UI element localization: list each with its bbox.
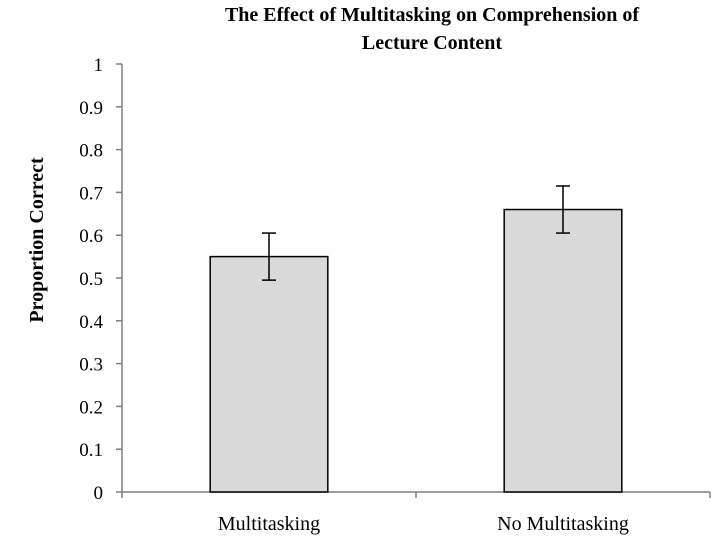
- y-tick-label: 0.6: [79, 226, 103, 247]
- y-tick-label: 0.2: [79, 397, 103, 418]
- y-tick-label: 0.4: [79, 312, 103, 333]
- y-tick-label: 0.5: [79, 269, 103, 290]
- y-tick-label: 0.1: [79, 440, 103, 461]
- y-axis-label: Proportion Correct: [26, 157, 48, 323]
- plot-area: 0 0.1 0.2 0.3 0.4 0.5 0.6 0.7 0.8 0.9 1 Multitaskin…: [79, 55, 711, 535]
- bar: [209, 255, 329, 493]
- bar: [503, 208, 623, 493]
- y-tick-label: 0.9: [79, 98, 103, 119]
- x-category-label: Multitasking: [218, 513, 320, 535]
- x-category-label: No Multitasking: [497, 513, 629, 535]
- y-tick-label: 1: [94, 55, 104, 76]
- y-tick-label: 0: [94, 483, 104, 504]
- chart-title-line-1: The Effect of Multitasking on Comprehens…: [225, 4, 639, 26]
- y-tick-label: 0.8: [79, 141, 103, 162]
- chart-title-line-2: Lecture Content: [362, 32, 502, 54]
- y-tick-label: 0.7: [79, 183, 103, 204]
- y-tick-label: 0.3: [79, 355, 103, 376]
